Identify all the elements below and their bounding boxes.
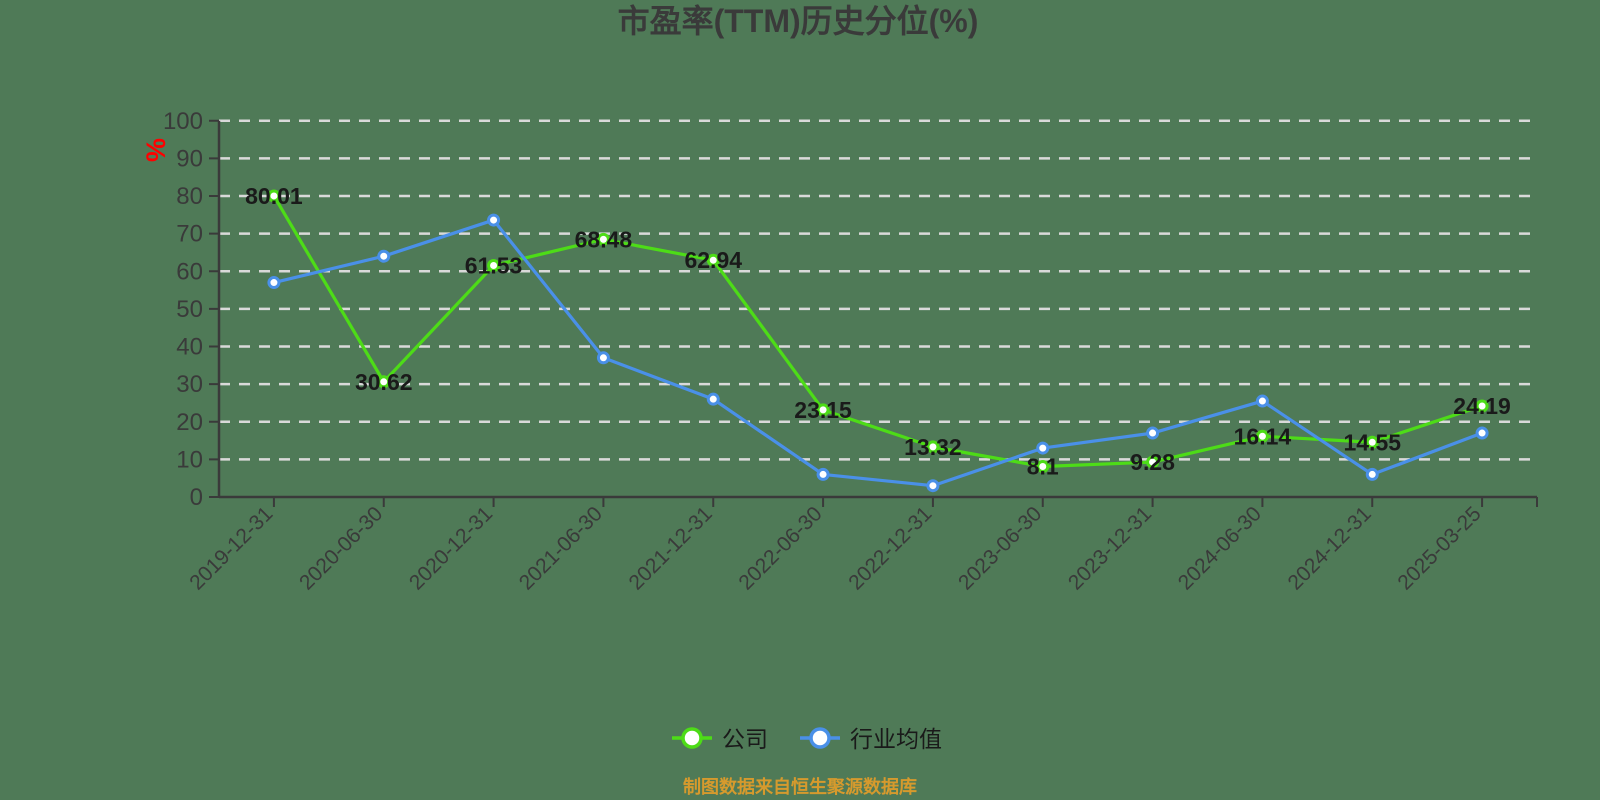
svg-text:61.53: 61.53 bbox=[465, 252, 523, 278]
svg-text:90: 90 bbox=[176, 145, 203, 172]
svg-text:制图数据来自恒生聚源数据库: 制图数据来自恒生聚源数据库 bbox=[683, 776, 917, 797]
svg-text:62.94: 62.94 bbox=[684, 247, 742, 273]
svg-text:14.55: 14.55 bbox=[1343, 429, 1401, 455]
svg-text:40: 40 bbox=[176, 334, 203, 361]
svg-text:24.19: 24.19 bbox=[1453, 393, 1511, 419]
svg-text:80: 80 bbox=[176, 183, 203, 210]
svg-text:9.28: 9.28 bbox=[1130, 449, 1175, 475]
svg-text:50: 50 bbox=[176, 296, 203, 323]
svg-text:13.32: 13.32 bbox=[904, 434, 962, 460]
svg-text:%: % bbox=[141, 138, 171, 162]
svg-text:80.01: 80.01 bbox=[245, 183, 303, 209]
svg-text:8.1: 8.1 bbox=[1027, 454, 1059, 480]
svg-text:20: 20 bbox=[176, 409, 203, 436]
svg-text:68.48: 68.48 bbox=[575, 226, 633, 252]
svg-text:23.15: 23.15 bbox=[794, 397, 852, 423]
svg-text:70: 70 bbox=[176, 221, 203, 248]
svg-text:16.14: 16.14 bbox=[1234, 423, 1292, 449]
svg-text:公司: 公司 bbox=[722, 726, 768, 752]
svg-text:30: 30 bbox=[176, 371, 203, 398]
svg-text:0: 0 bbox=[190, 484, 203, 511]
svg-text:100: 100 bbox=[163, 108, 203, 135]
svg-text:10: 10 bbox=[176, 446, 203, 473]
svg-text:30.62: 30.62 bbox=[355, 369, 413, 395]
svg-text:行业均值: 行业均值 bbox=[850, 726, 942, 752]
svg-text:60: 60 bbox=[176, 258, 203, 285]
svg-text:市盈率(TTM)历史分位(%): 市盈率(TTM)历史分位(%) bbox=[618, 3, 979, 39]
